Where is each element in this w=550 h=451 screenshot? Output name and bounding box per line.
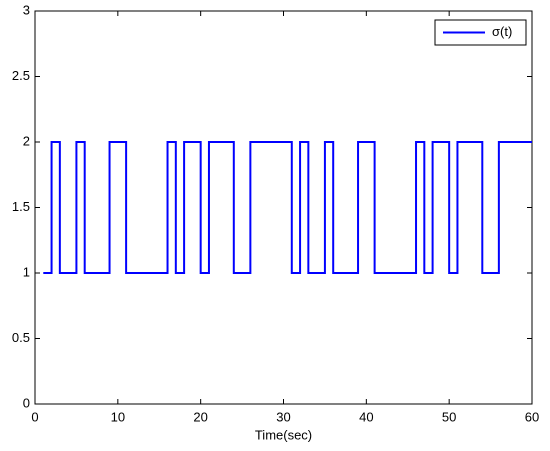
- x-tick-label: 10: [111, 409, 125, 424]
- x-tick-label: 30: [276, 409, 290, 424]
- x-tick-label: 60: [525, 409, 539, 424]
- x-tick-label: 40: [359, 409, 373, 424]
- y-tick-label: 1: [23, 264, 30, 279]
- plot-frame: [34, 10, 533, 405]
- y-tick-label: 0: [23, 395, 30, 410]
- x-tick-label: 50: [442, 409, 456, 424]
- x-tick-label: 0: [31, 409, 38, 424]
- y-tick-label: 2.5: [12, 68, 30, 83]
- x-tick-label: 20: [193, 409, 207, 424]
- x-axis-label: Time(sec): [255, 427, 312, 442]
- y-tick-label: 2: [23, 133, 30, 148]
- y-tick-label: 3: [23, 2, 30, 17]
- y-tick-label: 0.5: [12, 330, 30, 345]
- legend-label: σ(t): [492, 24, 512, 39]
- y-tick-label: 1.5: [12, 199, 30, 214]
